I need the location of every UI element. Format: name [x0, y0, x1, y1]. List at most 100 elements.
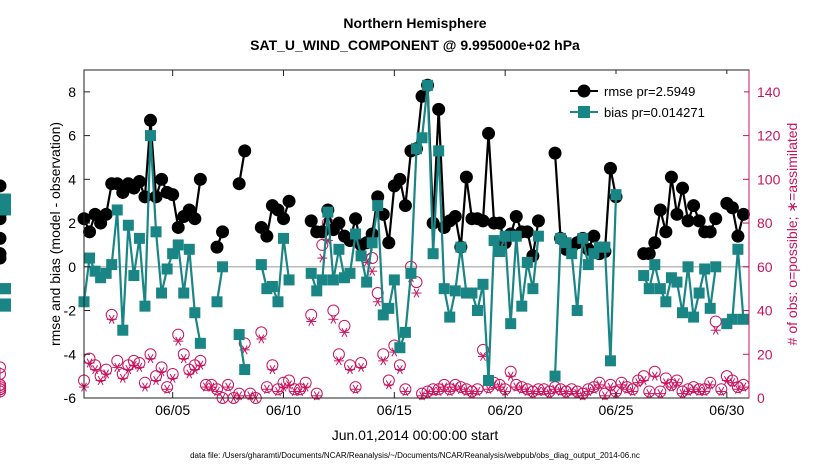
- obs-possible-marker: [0, 361, 6, 374]
- rmse-marker: [520, 225, 534, 239]
- bias-marker: [100, 267, 112, 279]
- y2-tick-label: 20: [757, 346, 773, 362]
- bias-marker: [283, 274, 295, 286]
- chart-title: Northern Hemisphere: [343, 15, 486, 31]
- x-tick-label: 06/15: [377, 402, 412, 418]
- rmse-marker: [232, 177, 246, 191]
- bias-marker: [172, 239, 184, 251]
- bias-marker: [688, 311, 700, 323]
- obs-possible-marker: [255, 326, 268, 339]
- obs-assimilated-marker: [594, 380, 605, 390]
- obs-assimilated-marker: [500, 386, 511, 397]
- bias-marker: [726, 313, 738, 325]
- obs-possible-marker: [621, 381, 634, 394]
- bias-marker: [156, 287, 168, 299]
- obs-possible-marker: [715, 383, 728, 396]
- legend-rmse-marker: [577, 84, 591, 98]
- rmse-marker: [393, 172, 407, 186]
- rmse-marker: [648, 236, 662, 250]
- rmse-marker: [676, 181, 689, 195]
- bias-marker: [344, 267, 356, 279]
- bias-marker: [122, 219, 134, 231]
- obs-possible-marker: [377, 348, 390, 361]
- obs-possible-marker: [161, 381, 174, 394]
- bias-marker: [593, 241, 605, 253]
- obs-assimilated-marker: [555, 386, 566, 397]
- bias-marker: [394, 342, 406, 354]
- bias-marker: [737, 313, 749, 325]
- obs-assimilated-marker: [245, 391, 256, 401]
- obs-assimilated-marker: [732, 384, 743, 394]
- bias-marker: [0, 204, 11, 216]
- bias-marker: [444, 311, 456, 323]
- obs-assimilated-marker: [527, 389, 538, 399]
- obs-assimilated-marker: [683, 386, 694, 397]
- bias-marker: [660, 296, 672, 308]
- bias-marker: [710, 261, 722, 273]
- obs-assimilated-marker: [261, 384, 272, 394]
- obs-possible-marker: [133, 357, 146, 370]
- bias-marker: [571, 305, 583, 317]
- rmse-marker: [482, 126, 496, 140]
- obs-assimilated-marker: [256, 334, 267, 344]
- obs-assimilated-marker: [95, 375, 106, 386]
- legend: rmse pr=2.5949 bias pr=0.014271: [566, 74, 744, 126]
- bias-marker: [521, 256, 533, 268]
- rmse-marker: [382, 236, 396, 250]
- obs-assimilated-marker: [411, 288, 422, 298]
- rmse-marker: [210, 240, 224, 254]
- obs-assimilated-marker: [106, 314, 117, 324]
- obs-assimilated-marker: [328, 314, 339, 324]
- rmse-marker: [670, 207, 684, 221]
- obs-assimilated-marker: [234, 391, 245, 401]
- rmse-marker: [166, 188, 180, 202]
- obs-possible-marker: [89, 359, 102, 372]
- bias-marker: [355, 250, 367, 262]
- rmse-marker: [0, 231, 7, 245]
- rmse-marker: [548, 146, 562, 160]
- bias-marker: [133, 232, 145, 244]
- bias-marker: [383, 302, 395, 314]
- obs-assimilated-marker: [622, 384, 633, 394]
- obs-assimilated-marker: [212, 386, 222, 397]
- bias-marker: [372, 200, 384, 212]
- bias-marker: [161, 263, 173, 275]
- obs-possible-marker: [211, 383, 223, 396]
- obs-possible-marker: [0, 383, 6, 396]
- obs-possible-marker: [338, 319, 351, 332]
- bias-marker: [106, 259, 118, 271]
- rmse-marker: [432, 102, 446, 116]
- bias-marker: [471, 305, 483, 317]
- bias-marker: [604, 355, 616, 367]
- rmse-marker: [83, 225, 97, 239]
- bias-marker: [255, 259, 267, 271]
- obs-assimilated-marker: [139, 382, 150, 392]
- bias-marker: [178, 287, 190, 299]
- bias-marker: [194, 337, 206, 349]
- bias-marker: [610, 189, 622, 201]
- bias-marker: [638, 270, 650, 282]
- bias-marker: [327, 274, 339, 286]
- bias-marker: [494, 245, 506, 257]
- obs-assimilated-marker: [422, 389, 433, 399]
- obs-possible-marker: [288, 383, 301, 396]
- bias-marker: [577, 232, 589, 244]
- obs-possible-marker: [0, 367, 6, 380]
- x-tick-label: 06/05: [155, 402, 190, 418]
- obs-assimilated-marker: [372, 297, 383, 307]
- rmse-marker: [725, 201, 739, 215]
- bias-marker: [516, 300, 528, 312]
- obs-assimilated-marker: [128, 360, 139, 370]
- rmse-marker: [603, 161, 617, 175]
- bias-marker: [211, 296, 223, 308]
- rmse-marker: [349, 212, 363, 226]
- bias-marker: [316, 274, 328, 286]
- obs-assimilated-marker: [505, 371, 516, 381]
- bias-marker: [311, 285, 323, 297]
- obs-possible-marker: [637, 370, 650, 383]
- bias-marker: [732, 243, 744, 255]
- rmse-marker: [659, 225, 673, 239]
- obs-assimilated-marker: [173, 336, 184, 346]
- obs-assimilated-marker: [300, 382, 311, 392]
- bias-marker: [405, 267, 417, 279]
